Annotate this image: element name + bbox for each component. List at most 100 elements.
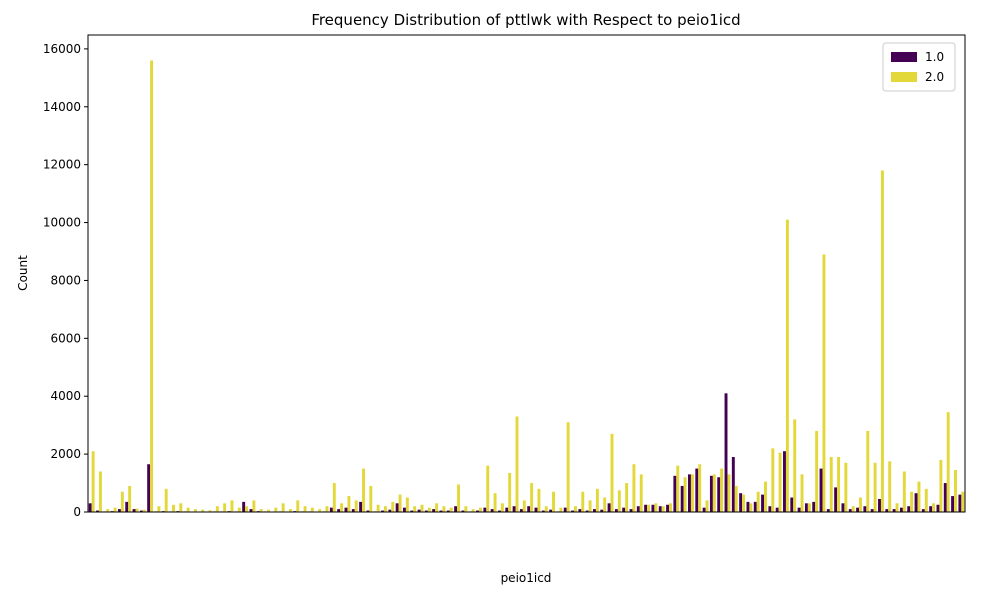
bar <box>522 500 526 512</box>
bar <box>622 507 626 512</box>
plot-frame <box>87 34 966 513</box>
bar <box>318 509 322 512</box>
bar <box>303 506 307 512</box>
bar <box>936 504 940 512</box>
bar <box>125 501 129 512</box>
bar <box>600 509 604 512</box>
bar <box>826 509 830 512</box>
bar <box>179 503 183 512</box>
bar <box>88 503 92 512</box>
bar <box>593 509 596 512</box>
bar <box>135 508 139 512</box>
bar <box>395 503 399 512</box>
bar <box>698 464 702 512</box>
bar <box>647 504 651 512</box>
bar <box>610 433 614 512</box>
bar <box>398 494 402 512</box>
bar <box>768 506 772 512</box>
bar <box>885 509 889 512</box>
bar <box>717 477 721 512</box>
bar <box>281 503 285 512</box>
bar <box>607 503 611 512</box>
bar <box>727 474 731 512</box>
bar <box>863 506 867 512</box>
bar <box>878 498 881 512</box>
bar <box>98 471 102 512</box>
legend-label: 2.0 <box>925 70 944 84</box>
bar <box>505 507 509 512</box>
bar <box>651 504 655 512</box>
bar <box>172 504 175 512</box>
bar <box>337 509 341 512</box>
bar <box>537 488 541 512</box>
bar <box>705 500 709 512</box>
bar <box>783 451 786 512</box>
bar <box>666 504 670 512</box>
bar <box>442 506 446 512</box>
bar <box>405 497 409 512</box>
bar <box>778 452 782 512</box>
bar <box>413 506 417 512</box>
bar <box>954 470 957 512</box>
bar <box>910 491 914 512</box>
bar <box>807 503 811 512</box>
bar <box>683 477 687 512</box>
bar <box>929 506 933 512</box>
bar <box>391 501 395 512</box>
bar <box>793 419 797 512</box>
bar <box>870 509 874 512</box>
bar <box>961 491 965 512</box>
bar <box>288 509 292 512</box>
bar <box>512 506 516 512</box>
bar <box>661 506 665 512</box>
bar <box>541 510 545 512</box>
bar <box>688 474 691 512</box>
bar <box>720 468 724 512</box>
bar <box>476 510 479 512</box>
bar <box>771 448 775 512</box>
y-tick-label: 0 <box>73 505 81 519</box>
bar <box>259 509 263 512</box>
bar <box>563 507 567 512</box>
bar <box>932 503 936 512</box>
bar <box>439 510 443 512</box>
bar <box>464 506 468 512</box>
bar <box>91 451 95 512</box>
bar <box>742 494 746 512</box>
bar <box>215 506 219 512</box>
bar <box>702 507 706 512</box>
bar <box>106 509 110 512</box>
bar <box>724 393 728 512</box>
bar <box>761 494 765 512</box>
x-axis-label: peio1icd <box>501 571 552 585</box>
bar <box>113 507 117 512</box>
bar <box>381 510 384 512</box>
bar <box>427 507 431 512</box>
legend-swatch <box>891 72 917 82</box>
bar <box>486 465 490 512</box>
legend-swatch <box>891 52 917 62</box>
bar <box>574 506 577 512</box>
bar <box>193 509 197 512</box>
bar <box>895 503 899 512</box>
bar <box>859 497 862 512</box>
bar <box>128 485 132 512</box>
bar <box>892 509 896 512</box>
y-tick-label: 8000 <box>50 273 81 287</box>
bar <box>559 507 563 512</box>
bar <box>245 506 249 512</box>
bar <box>603 497 607 512</box>
bar <box>449 507 453 512</box>
bar <box>958 494 962 512</box>
bar <box>402 507 406 512</box>
bar <box>325 506 329 512</box>
bar <box>490 509 494 512</box>
bar <box>483 507 487 512</box>
bar <box>639 474 643 512</box>
bar <box>695 468 699 512</box>
bar <box>899 507 903 512</box>
bar <box>354 500 358 512</box>
bar <box>939 459 943 512</box>
bar <box>914 493 918 512</box>
